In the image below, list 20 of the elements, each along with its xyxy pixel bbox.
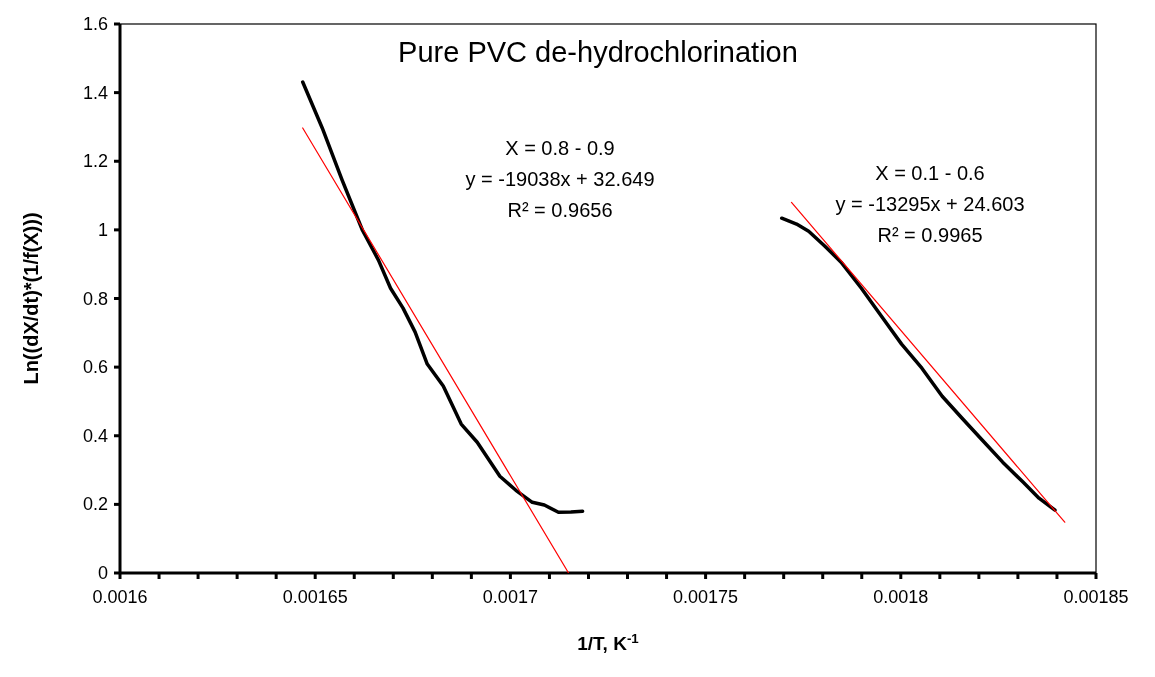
y-tick-label: 0 xyxy=(97,563,108,583)
y-tick-label: 0.2 xyxy=(82,494,108,515)
x-tick-label: 0.0016 xyxy=(92,587,148,607)
chart-title: Pure PVC de-hydrochlorination xyxy=(398,36,798,68)
x-tick-label: 0.00165 xyxy=(282,587,348,607)
x-tick-label: 0.00175 xyxy=(673,587,739,607)
y-tick-label: 0.6 xyxy=(82,357,108,378)
y-tick-label: 0.8 xyxy=(82,288,108,309)
x-tick-label: 0.0017 xyxy=(482,587,538,607)
y-tick-label: 1.2 xyxy=(82,151,108,172)
y-tick-label: 0.4 xyxy=(82,425,108,446)
annotation: X = 0.1 - 0.6 y = -13295x + 24.603 R² = 0.9965 xyxy=(835,162,1025,246)
y-tick-label: 1.4 xyxy=(82,82,108,103)
x-axis-title: 1/T, K$^{-1}$ xyxy=(577,630,640,654)
x-tick-label: 0.0018 xyxy=(873,587,929,607)
y-tick-label: 1.6 xyxy=(82,14,108,34)
y-axis-title: Ln((dX/dt)*(1/f(X))) xyxy=(20,212,42,385)
x-tick-label: 0.00185 xyxy=(1063,587,1129,607)
y-tick-label: 1 xyxy=(97,219,108,240)
annotation: X = 0.8 - 0.9 y = -19038x + 32.649 R² = 0.9656 xyxy=(465,137,655,221)
